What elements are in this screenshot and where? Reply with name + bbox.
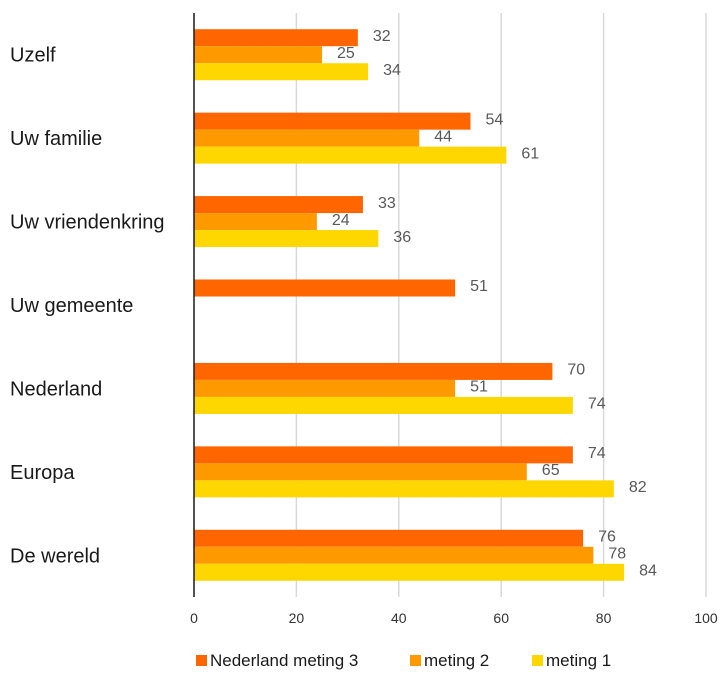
data-label: 70 (567, 362, 585, 379)
bar (194, 129, 420, 147)
bar (194, 29, 358, 47)
category-label: Uw vriendenkring (10, 212, 165, 234)
legend-entry: meting 1 (546, 651, 611, 670)
data-label: 82 (629, 479, 647, 496)
legend: Nederland meting 3 meting 2 meting 1 (196, 651, 611, 670)
category-label: Europa (10, 462, 75, 484)
data-label: 32 (373, 28, 391, 45)
data-label: 51 (470, 379, 488, 396)
bar (194, 563, 625, 581)
category-label: De wereld (10, 545, 100, 567)
legend-entry: meting 2 (424, 651, 489, 670)
bar (194, 463, 527, 481)
data-label: 44 (434, 128, 452, 145)
axes: 0 20 40 60 80 100 (190, 13, 718, 626)
bar (194, 112, 471, 130)
data-label: 34 (383, 62, 401, 79)
bar (194, 546, 594, 564)
legend-swatch (196, 655, 207, 666)
bar (194, 446, 573, 464)
bar (194, 396, 573, 414)
bar (194, 46, 322, 64)
x-tick-label: 80 (596, 610, 612, 626)
data-label: 78 (608, 546, 626, 563)
x-tick-label: 40 (391, 610, 407, 626)
category-label: Nederland (10, 378, 102, 400)
data-label: 61 (521, 145, 539, 162)
x-tick-label: 0 (190, 610, 198, 626)
bar (194, 480, 614, 498)
data-label: 65 (542, 462, 560, 479)
data-label: 76 (598, 529, 616, 546)
category-label: Uzelf (10, 45, 56, 67)
data-label: 25 (337, 45, 355, 62)
bar (194, 529, 584, 547)
category-label: Uw gemeente (10, 295, 133, 317)
bar (194, 230, 379, 248)
data-label: 36 (393, 229, 411, 246)
gridlines (295, 13, 707, 597)
bar (194, 379, 456, 397)
legend-swatch (410, 655, 421, 666)
bars (194, 29, 625, 581)
data-label: 74 (588, 445, 606, 462)
data-label: 74 (588, 396, 606, 413)
x-tick-label: 100 (694, 610, 718, 626)
data-label: 51 (470, 278, 488, 295)
legend-entry: Nederland meting 3 (210, 651, 358, 670)
bar (194, 63, 369, 81)
x-tick-label: 60 (493, 610, 509, 626)
category-labels: Uzelf Uw familie Uw vriendenkring Uw gemeen… (10, 45, 165, 568)
x-tick-label: 20 (289, 610, 305, 626)
data-label: 24 (332, 212, 350, 229)
data-label: 84 (639, 563, 657, 580)
bar (194, 362, 553, 380)
data-label: 54 (485, 111, 503, 128)
bar (194, 279, 456, 297)
bar (194, 146, 507, 164)
legend-swatch (532, 655, 543, 666)
data-label: 33 (378, 195, 396, 212)
category-label: Uw familie (10, 128, 102, 150)
bar (194, 196, 363, 214)
bar (194, 213, 317, 231)
